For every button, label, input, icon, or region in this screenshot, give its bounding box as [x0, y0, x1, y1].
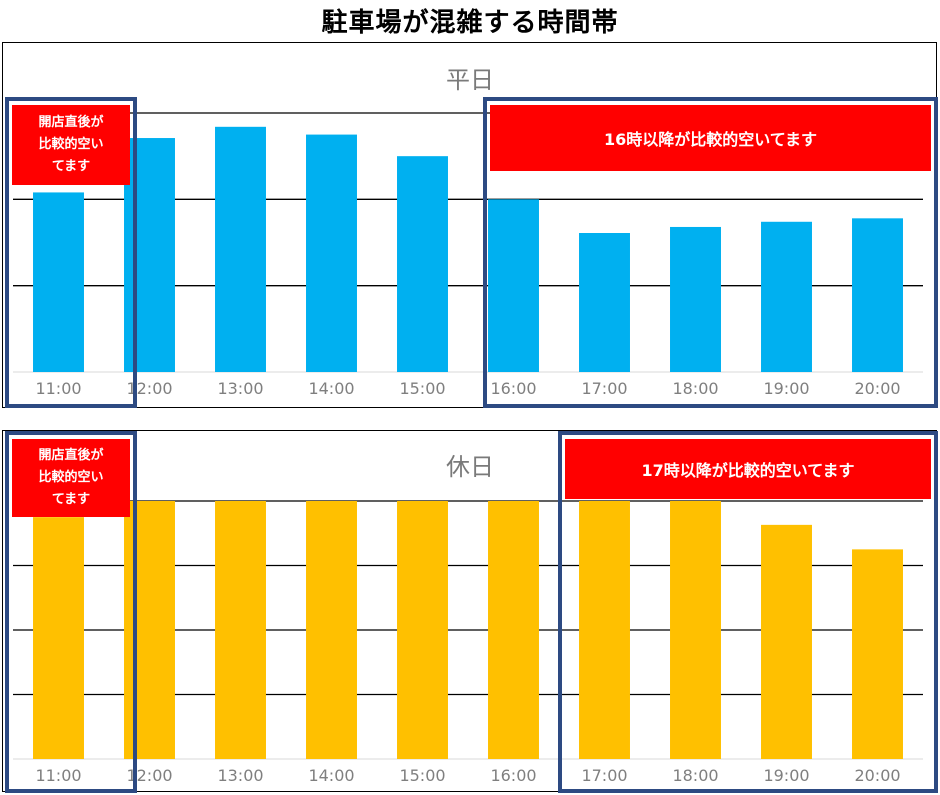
weekday-tick-label: 13:00 — [217, 379, 263, 398]
holiday-tick-label: 14:00 — [308, 766, 354, 785]
holiday-late-banner: 17時以降が比較的空いてます — [565, 439, 931, 499]
weekday-late-highlight — [483, 97, 938, 408]
weekday-bar-15:00 — [397, 156, 448, 372]
holiday-bar-18:00 — [670, 501, 721, 759]
weekday-bar-11:00 — [33, 192, 84, 372]
weekday-bar-12:00 — [124, 138, 175, 372]
weekday-bar-20:00 — [852, 218, 903, 372]
holiday-bar-13:00 — [215, 501, 266, 759]
weekday-chart-panel: 平日 11:00 12:00 13:00 14:00 15:00 16:00 17:00 18… — [2, 42, 938, 408]
weekday-chart-title: 平日 — [446, 66, 494, 94]
holiday-bar-17:00 — [579, 501, 630, 759]
holiday-bar-20:00 — [852, 549, 903, 759]
weekday-open-highlight — [5, 97, 137, 408]
weekday-tick-label: 14:00 — [308, 379, 354, 398]
weekday-tick-label: 18:00 — [672, 379, 718, 398]
holiday-bar-12:00 — [124, 501, 175, 759]
holiday-tick-label: 16:00 — [490, 766, 536, 785]
weekday-tick-label: 11:00 — [35, 379, 81, 398]
weekday-tick-label: 19:00 — [763, 379, 809, 398]
holiday-open-highlight — [5, 431, 137, 793]
holiday-tick-label: 17:00 — [581, 766, 627, 785]
weekday-bar-chart: 11:00 12:00 13:00 14:00 15:00 16:00 17:00 18:00… — [13, 112, 923, 398]
holiday-tick-label: 12:00 — [126, 766, 172, 785]
holiday-tick-label: 15:00 — [399, 766, 445, 785]
holiday-tick-label: 11:00 — [35, 766, 81, 785]
holiday-chart-panel: 休日 11:00 12:00 13:00 14:00 15:00 16:00 17:00 18… — [2, 430, 938, 793]
weekday-bar-13:00 — [215, 126, 266, 373]
weekday-bar-19:00 — [761, 221, 812, 372]
weekday-open-banner: 開店直後が 比較的空い てます — [12, 105, 130, 185]
weekday-tick-label: 15:00 — [399, 379, 445, 398]
weekday-tick-label: 16:00 — [490, 379, 536, 398]
weekday-bar-17:00 — [579, 233, 630, 372]
holiday-bar-16:00 — [488, 501, 539, 759]
weekday-late-banner: 16時以降が比較的空いてます — [490, 105, 931, 171]
holiday-tick-label: 13:00 — [217, 766, 263, 785]
holiday-tick-label: 20:00 — [854, 766, 900, 785]
holiday-chart-title: 休日 — [446, 453, 494, 481]
holiday-late-highlight — [558, 431, 938, 793]
weekday-bar-16:00 — [488, 199, 539, 372]
weekday-tick-label: 20:00 — [854, 379, 900, 398]
holiday-bar-19:00 — [761, 524, 812, 759]
holiday-open-banner: 開店直後が 比較的空い てます — [12, 439, 130, 517]
weekday-bar-14:00 — [306, 134, 357, 372]
page-title: 駐車場が混雑する時間帯 — [321, 8, 619, 38]
holiday-bar-15:00 — [397, 501, 448, 759]
weekday-tick-label: 12:00 — [126, 379, 172, 398]
holiday-bar-chart: 11:00 12:00 13:00 14:00 15:00 16:00 17:00 18:00… — [13, 500, 923, 785]
holiday-bar-14:00 — [306, 501, 357, 759]
holiday-tick-label: 18:00 — [672, 766, 718, 785]
holiday-bar-11:00 — [33, 517, 84, 759]
holiday-tick-label: 19:00 — [763, 766, 809, 785]
weekday-bar-18:00 — [670, 226, 721, 372]
weekday-tick-label: 17:00 — [581, 379, 627, 398]
